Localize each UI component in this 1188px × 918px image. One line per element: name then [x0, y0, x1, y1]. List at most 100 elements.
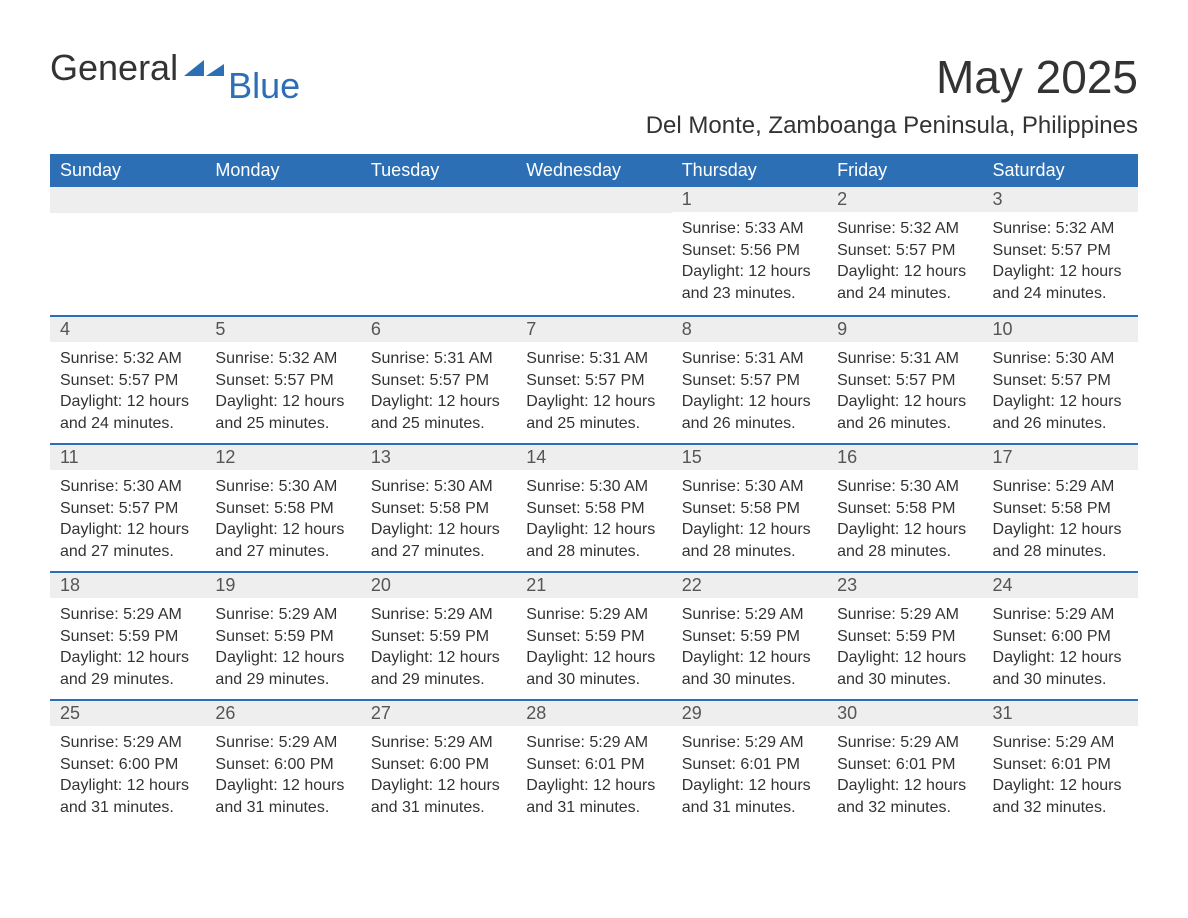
sunrise-line: Sunrise: 5:31 AM	[682, 348, 817, 370]
calendar-cell	[516, 187, 671, 315]
sunrise-line: Sunrise: 5:30 AM	[682, 476, 817, 498]
day-content: Sunrise: 5:32 AMSunset: 5:57 PMDaylight:…	[205, 342, 360, 440]
calendar-week-row: 25Sunrise: 5:29 AMSunset: 6:00 PMDayligh…	[50, 699, 1138, 827]
day-content: Sunrise: 5:29 AMSunset: 6:01 PMDaylight:…	[983, 726, 1138, 824]
location-subtitle: Del Monte, Zamboanga Peninsula, Philippi…	[50, 112, 1138, 140]
daylight-line: Daylight: 12 hours and 27 minutes.	[215, 519, 350, 562]
calendar-cell: 2Sunrise: 5:32 AMSunset: 5:57 PMDaylight…	[827, 187, 982, 315]
calendar-cell: 26Sunrise: 5:29 AMSunset: 6:00 PMDayligh…	[205, 699, 360, 827]
day-number-bar: 10	[983, 315, 1138, 342]
daylight-line: Daylight: 12 hours and 28 minutes.	[682, 519, 817, 562]
weekday-header: Saturday	[983, 154, 1138, 187]
sunrise-line: Sunrise: 5:32 AM	[215, 348, 350, 370]
daylight-line: Daylight: 12 hours and 23 minutes.	[682, 261, 817, 304]
day-content: Sunrise: 5:30 AMSunset: 5:58 PMDaylight:…	[205, 470, 360, 568]
day-number-bar: 5	[205, 315, 360, 342]
sunrise-line: Sunrise: 5:29 AM	[371, 604, 506, 626]
day-number-bar: 19	[205, 571, 360, 598]
calendar-cell: 7Sunrise: 5:31 AMSunset: 5:57 PMDaylight…	[516, 315, 671, 443]
calendar-cell: 14Sunrise: 5:30 AMSunset: 5:58 PMDayligh…	[516, 443, 671, 571]
calendar-cell: 6Sunrise: 5:31 AMSunset: 5:57 PMDaylight…	[361, 315, 516, 443]
day-number-bar: 25	[50, 699, 205, 726]
sunset-line: Sunset: 5:58 PM	[371, 498, 506, 520]
day-content: Sunrise: 5:29 AMSunset: 6:00 PMDaylight:…	[205, 726, 360, 824]
empty-day-bar	[361, 187, 516, 213]
day-number-bar: 11	[50, 443, 205, 470]
empty-day-bar	[516, 187, 671, 213]
calendar-cell: 27Sunrise: 5:29 AMSunset: 6:00 PMDayligh…	[361, 699, 516, 827]
day-content: Sunrise: 5:29 AMSunset: 5:59 PMDaylight:…	[205, 598, 360, 696]
sunrise-line: Sunrise: 5:33 AM	[682, 218, 817, 240]
calendar-cell: 31Sunrise: 5:29 AMSunset: 6:01 PMDayligh…	[983, 699, 1138, 827]
day-number-bar: 8	[672, 315, 827, 342]
day-content: Sunrise: 5:30 AMSunset: 5:58 PMDaylight:…	[672, 470, 827, 568]
day-content: Sunrise: 5:30 AMSunset: 5:57 PMDaylight:…	[50, 470, 205, 568]
calendar-cell: 24Sunrise: 5:29 AMSunset: 6:00 PMDayligh…	[983, 571, 1138, 699]
day-content: Sunrise: 5:29 AMSunset: 6:00 PMDaylight:…	[983, 598, 1138, 696]
calendar-cell	[361, 187, 516, 315]
calendar-cell: 18Sunrise: 5:29 AMSunset: 5:59 PMDayligh…	[50, 571, 205, 699]
sunset-line: Sunset: 6:01 PM	[993, 754, 1128, 776]
weekday-header: Wednesday	[516, 154, 671, 187]
calendar-cell: 4Sunrise: 5:32 AMSunset: 5:57 PMDaylight…	[50, 315, 205, 443]
daylight-line: Daylight: 12 hours and 27 minutes.	[371, 519, 506, 562]
daylight-line: Daylight: 12 hours and 29 minutes.	[371, 647, 506, 690]
weekday-header: Friday	[827, 154, 982, 187]
day-number-bar: 4	[50, 315, 205, 342]
sunrise-line: Sunrise: 5:31 AM	[526, 348, 661, 370]
day-number-bar: 20	[361, 571, 516, 598]
sunset-line: Sunset: 6:01 PM	[682, 754, 817, 776]
day-number-bar: 31	[983, 699, 1138, 726]
header: General Blue May 2025	[50, 50, 1138, 104]
empty-day-bar	[50, 187, 205, 213]
calendar-cell	[205, 187, 360, 315]
sunset-line: Sunset: 5:57 PM	[60, 370, 195, 392]
calendar-week-row: 1Sunrise: 5:33 AMSunset: 5:56 PMDaylight…	[50, 187, 1138, 315]
calendar-cell: 10Sunrise: 5:30 AMSunset: 5:57 PMDayligh…	[983, 315, 1138, 443]
sunrise-line: Sunrise: 5:30 AM	[526, 476, 661, 498]
daylight-line: Daylight: 12 hours and 28 minutes.	[837, 519, 972, 562]
day-number-bar: 2	[827, 187, 982, 212]
brand-logo: General Blue	[50, 50, 300, 86]
sunrise-line: Sunrise: 5:29 AM	[993, 476, 1128, 498]
sunrise-line: Sunrise: 5:29 AM	[837, 604, 972, 626]
sunrise-line: Sunrise: 5:29 AM	[682, 732, 817, 754]
calendar-cell: 1Sunrise: 5:33 AMSunset: 5:56 PMDaylight…	[672, 187, 827, 315]
daylight-line: Daylight: 12 hours and 30 minutes.	[837, 647, 972, 690]
day-number-bar: 16	[827, 443, 982, 470]
day-number-bar: 30	[827, 699, 982, 726]
sunset-line: Sunset: 5:57 PM	[993, 240, 1128, 262]
sunset-line: Sunset: 5:59 PM	[60, 626, 195, 648]
daylight-line: Daylight: 12 hours and 28 minutes.	[526, 519, 661, 562]
sunrise-line: Sunrise: 5:30 AM	[60, 476, 195, 498]
sunrise-line: Sunrise: 5:31 AM	[371, 348, 506, 370]
sunset-line: Sunset: 5:57 PM	[526, 370, 661, 392]
day-number-bar: 28	[516, 699, 671, 726]
day-content: Sunrise: 5:29 AMSunset: 5:59 PMDaylight:…	[50, 598, 205, 696]
day-number-bar: 13	[361, 443, 516, 470]
calendar-week-row: 18Sunrise: 5:29 AMSunset: 5:59 PMDayligh…	[50, 571, 1138, 699]
day-number-bar: 26	[205, 699, 360, 726]
calendar-week-row: 4Sunrise: 5:32 AMSunset: 5:57 PMDaylight…	[50, 315, 1138, 443]
sunset-line: Sunset: 6:00 PM	[60, 754, 195, 776]
day-number-bar: 23	[827, 571, 982, 598]
calendar-body: 1Sunrise: 5:33 AMSunset: 5:56 PMDaylight…	[50, 187, 1138, 827]
sunset-line: Sunset: 5:57 PM	[215, 370, 350, 392]
daylight-line: Daylight: 12 hours and 24 minutes.	[60, 391, 195, 434]
sunset-line: Sunset: 5:58 PM	[215, 498, 350, 520]
day-content: Sunrise: 5:29 AMSunset: 5:59 PMDaylight:…	[827, 598, 982, 696]
sunset-line: Sunset: 5:58 PM	[993, 498, 1128, 520]
day-number-bar: 15	[672, 443, 827, 470]
empty-day-bar	[205, 187, 360, 213]
daylight-line: Daylight: 12 hours and 27 minutes.	[60, 519, 195, 562]
sunset-line: Sunset: 5:59 PM	[526, 626, 661, 648]
daylight-line: Daylight: 12 hours and 25 minutes.	[526, 391, 661, 434]
sunset-line: Sunset: 5:59 PM	[837, 626, 972, 648]
sunset-line: Sunset: 6:00 PM	[993, 626, 1128, 648]
day-content: Sunrise: 5:29 AMSunset: 6:01 PMDaylight:…	[827, 726, 982, 824]
sunset-line: Sunset: 6:01 PM	[526, 754, 661, 776]
calendar-cell	[50, 187, 205, 315]
sunset-line: Sunset: 6:00 PM	[215, 754, 350, 776]
sunset-line: Sunset: 5:57 PM	[837, 240, 972, 262]
day-number-bar: 21	[516, 571, 671, 598]
